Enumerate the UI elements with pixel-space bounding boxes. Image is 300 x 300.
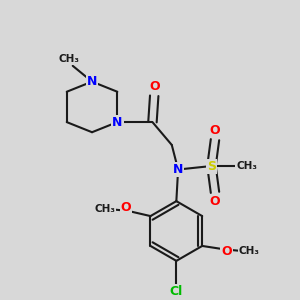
Text: O: O [210,195,220,208]
Text: N: N [173,163,183,176]
Text: N: N [87,75,97,88]
Text: CH₃: CH₃ [236,161,257,171]
Text: CH₃: CH₃ [94,204,115,214]
Text: O: O [221,245,232,258]
Text: O: O [121,202,131,214]
Text: CH₃: CH₃ [59,54,80,64]
Text: N: N [112,116,122,129]
Text: O: O [149,80,160,94]
Text: O: O [210,124,220,137]
Text: CH₃: CH₃ [238,246,260,256]
Text: S: S [207,160,216,172]
Text: Cl: Cl [170,285,183,298]
